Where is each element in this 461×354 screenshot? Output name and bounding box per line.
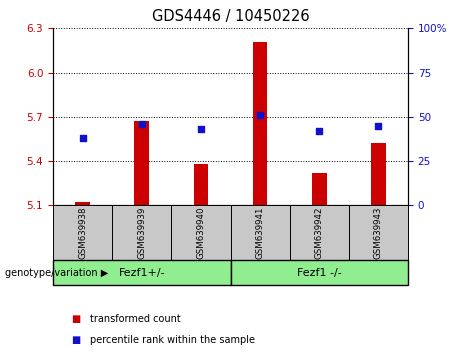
Text: Fezf1+/-: Fezf1+/- xyxy=(118,268,165,278)
Text: GSM639939: GSM639939 xyxy=(137,207,146,259)
Text: GSM639943: GSM639943 xyxy=(374,206,383,259)
FancyBboxPatch shape xyxy=(171,205,230,260)
Point xyxy=(375,123,382,129)
Bar xyxy=(134,121,149,205)
Point xyxy=(79,135,86,141)
Text: Fezf1 -/-: Fezf1 -/- xyxy=(297,268,342,278)
FancyBboxPatch shape xyxy=(230,260,408,285)
Bar xyxy=(194,164,208,205)
Point xyxy=(315,128,323,134)
Point xyxy=(256,112,264,118)
FancyBboxPatch shape xyxy=(290,205,349,260)
Bar xyxy=(312,173,327,205)
FancyBboxPatch shape xyxy=(53,260,230,285)
Text: transformed count: transformed count xyxy=(90,314,181,324)
Text: GSM639942: GSM639942 xyxy=(315,206,324,259)
Text: GSM639938: GSM639938 xyxy=(78,206,87,259)
Text: GSM639940: GSM639940 xyxy=(196,206,206,259)
Text: ■: ■ xyxy=(71,314,81,324)
Bar xyxy=(253,41,267,205)
FancyBboxPatch shape xyxy=(53,205,112,260)
Text: GSM639941: GSM639941 xyxy=(255,206,265,259)
Text: genotype/variation ▶: genotype/variation ▶ xyxy=(5,268,108,278)
Bar xyxy=(371,143,386,205)
Text: percentile rank within the sample: percentile rank within the sample xyxy=(90,335,255,345)
Title: GDS4446 / 10450226: GDS4446 / 10450226 xyxy=(152,9,309,24)
Text: ■: ■ xyxy=(71,335,81,345)
FancyBboxPatch shape xyxy=(349,205,408,260)
Point xyxy=(138,121,145,127)
FancyBboxPatch shape xyxy=(112,205,171,260)
FancyBboxPatch shape xyxy=(230,205,290,260)
Point xyxy=(197,126,205,132)
Bar xyxy=(75,202,90,205)
